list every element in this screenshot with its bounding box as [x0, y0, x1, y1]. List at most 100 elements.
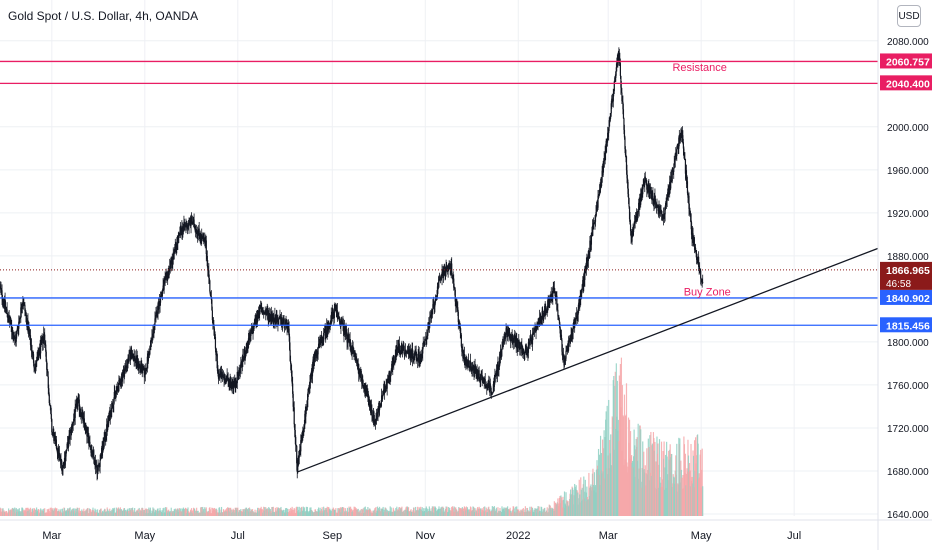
- candle-body: [565, 350, 567, 359]
- candle-body: [4, 306, 7, 308]
- annotation-label: Buy Zone: [684, 287, 731, 299]
- candle-body: [193, 219, 195, 227]
- candle-body: [214, 336, 217, 349]
- candle-body: [249, 333, 251, 341]
- candle-body: [576, 312, 578, 317]
- volume-bar: [40, 508, 42, 516]
- candle-body: [40, 341, 42, 354]
- candle-body: [293, 406, 295, 408]
- candle-body: [156, 312, 159, 318]
- candle-body: [291, 376, 293, 384]
- volume-bar: [660, 441, 663, 516]
- candle-body: [111, 403, 113, 413]
- candle-body: [661, 215, 664, 217]
- candle-body: [260, 307, 262, 309]
- candle-body: [309, 378, 312, 382]
- candle-body: [321, 337, 323, 340]
- candle-body: [404, 349, 407, 354]
- candle-body: [527, 342, 530, 353]
- candle-body: [572, 331, 574, 337]
- candle-body: [398, 343, 400, 352]
- candle-body: [569, 340, 572, 341]
- candle-body: [452, 275, 454, 277]
- candle-body: [25, 312, 27, 316]
- candle-body: [557, 316, 560, 319]
- candle-body: [454, 289, 456, 302]
- candle-body: [652, 199, 655, 202]
- candle-body: [272, 313, 274, 323]
- volume-bar: [138, 507, 140, 516]
- candle-body: [472, 368, 474, 371]
- candle-body: [261, 308, 263, 310]
- candle-body: [32, 354, 35, 363]
- candle-body: [559, 323, 561, 330]
- current-price-tag-bg: [880, 261, 932, 290]
- volume-bar: [608, 399, 610, 516]
- candle-body: [51, 419, 53, 433]
- candle-body: [167, 274, 169, 280]
- candle-body: [491, 393, 493, 394]
- volume-bar: [15, 507, 17, 516]
- candle-body: [48, 394, 50, 404]
- candle-body: [682, 135, 684, 143]
- candle-body: [165, 275, 167, 278]
- volume-bar: [49, 507, 51, 516]
- candle-body: [559, 329, 562, 338]
- candle-body: [282, 321, 284, 323]
- candle-body: [45, 344, 47, 352]
- candle-body: [183, 221, 186, 227]
- candle-body: [316, 352, 318, 357]
- candle-body: [401, 349, 404, 354]
- candle-body: [476, 369, 478, 375]
- candle-body: [50, 413, 52, 420]
- volume-bar: [640, 429, 642, 516]
- candle-body: [250, 332, 252, 336]
- candle-body: [394, 356, 396, 364]
- volume-bar: [701, 448, 703, 516]
- candle-body: [701, 280, 703, 282]
- candle-body: [33, 362, 35, 368]
- volume-bar: [480, 508, 482, 516]
- candle-body: [624, 137, 626, 150]
- candle-body: [220, 372, 223, 379]
- candle-body: [492, 384, 494, 393]
- candle-body: [128, 353, 130, 362]
- candle-body: [418, 352, 420, 363]
- candle-body: [501, 347, 503, 350]
- candle-body: [208, 270, 210, 278]
- volume-bar: [485, 507, 487, 516]
- candle-body: [502, 342, 504, 345]
- candle-body: [57, 447, 60, 457]
- candle-body: [36, 357, 39, 358]
- candle-body: [10, 321, 12, 326]
- candle-body: [186, 223, 188, 229]
- candle-body: [675, 155, 677, 157]
- candle-body: [417, 356, 419, 362]
- volume-bar: [31, 508, 34, 516]
- candle-body: [483, 381, 485, 384]
- candle-body: [454, 287, 456, 290]
- volume-bar: [285, 507, 288, 516]
- candle-body: [574, 319, 576, 322]
- volume-bar: [650, 431, 652, 516]
- volume-bar: [284, 508, 287, 516]
- candle-body: [382, 393, 384, 397]
- candle-body: [274, 314, 276, 322]
- candle-body: [215, 348, 217, 356]
- candle-body: [411, 349, 414, 359]
- price-tag: 2040.400: [886, 78, 930, 90]
- candle-body: [533, 330, 535, 333]
- candle-body: [268, 315, 270, 320]
- candle-body: [78, 398, 80, 400]
- candle-body: [661, 213, 663, 216]
- price-tag: 2060.757: [886, 56, 930, 68]
- candle-body: [681, 130, 683, 132]
- volume-bar: [537, 506, 539, 516]
- candle-body: [579, 302, 581, 304]
- candle-body: [259, 304, 261, 315]
- candle-body: [86, 431, 88, 437]
- candle-body: [655, 202, 657, 206]
- currency-button[interactable]: USD: [897, 5, 921, 27]
